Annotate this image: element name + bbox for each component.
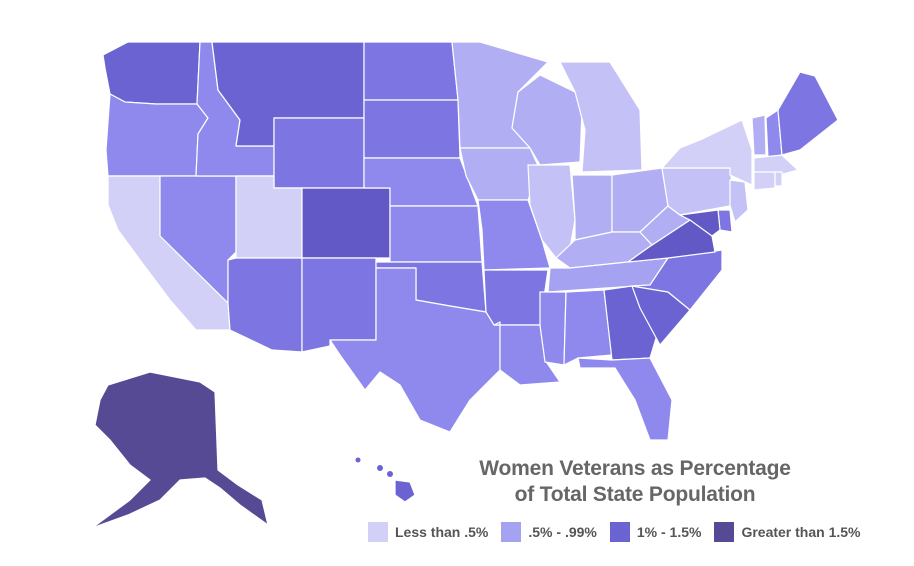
legend-label: Less than .5%	[395, 524, 489, 540]
state-arizona[interactable]	[227, 257, 303, 353]
map-title: Women Veterans as Percentage of Total St…	[420, 456, 850, 508]
state-new-jersey[interactable]	[729, 179, 749, 223]
state-new-mexico[interactable]	[301, 257, 377, 353]
state-wisconsin[interactable]	[511, 74, 583, 166]
state-rhode-island[interactable]	[774, 171, 783, 187]
state-washington[interactable]	[102, 41, 201, 105]
hawaii-island-kauai	[355, 457, 361, 463]
state-north-dakota[interactable]	[363, 41, 459, 101]
state-wyoming[interactable]	[273, 117, 365, 189]
state-oregon[interactable]	[105, 93, 209, 177]
legend-swatch	[714, 522, 735, 542]
hawaii-island-maui	[387, 471, 393, 477]
legend: Less than .5% .5% - .99% 1% - 1.5% Great…	[368, 521, 874, 543]
legend-item: .5% - .99%	[501, 522, 597, 542]
state-south-dakota[interactable]	[363, 99, 461, 159]
state-vermont[interactable]	[751, 114, 767, 156]
state-utah[interactable]	[235, 175, 303, 259]
state-arkansas[interactable]	[483, 269, 549, 326]
map-title-line-2: of Total State Population	[514, 483, 756, 506]
state-maryland[interactable]	[679, 209, 721, 237]
state-pennsylvania[interactable]	[661, 167, 736, 216]
state-alabama[interactable]	[563, 289, 613, 366]
legend-label: .5% - .99%	[528, 524, 597, 540]
legend-item: 1% - 1.5%	[609, 522, 702, 542]
hawaii-island-oahu	[377, 465, 383, 471]
state-connecticut[interactable]	[753, 171, 776, 191]
legend-swatch	[368, 522, 388, 542]
state-indiana[interactable]	[571, 174, 613, 241]
state-florida[interactable]	[577, 357, 673, 441]
legend-label: 1% - 1.5%	[636, 524, 702, 540]
state-maine[interactable]	[777, 71, 839, 156]
legend-swatch	[501, 522, 522, 542]
state-hawaii[interactable]	[394, 479, 416, 503]
map-title-line-1: Women Veterans as Percentage	[479, 457, 791, 480]
state-texas[interactable]	[329, 267, 501, 433]
state-kansas[interactable]	[389, 205, 483, 263]
legend-item: Greater than 1.5%	[714, 522, 861, 542]
legend-item: Less than .5%	[368, 522, 488, 542]
state-georgia[interactable]	[603, 285, 661, 361]
state-massachusetts[interactable]	[753, 154, 799, 176]
legend-swatch	[609, 522, 630, 542]
legend-label: Greater than 1.5%	[741, 524, 861, 540]
state-colorado[interactable]	[301, 187, 391, 259]
state-alaska[interactable]	[91, 371, 269, 529]
state-new-york[interactable]	[661, 119, 753, 186]
state-michigan[interactable]	[559, 61, 643, 173]
state-mississippi[interactable]	[539, 291, 567, 366]
